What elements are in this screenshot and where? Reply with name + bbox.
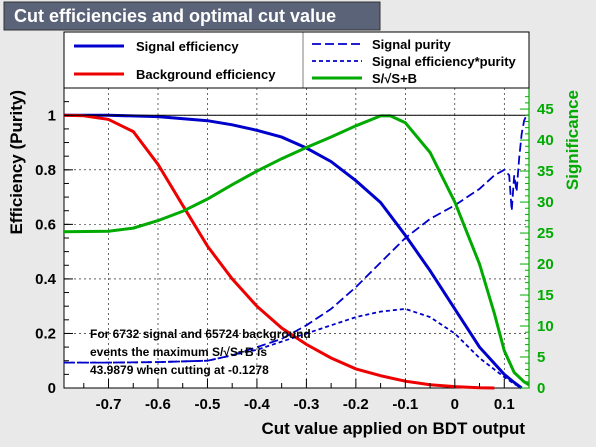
y-tick-label: 0.4 (35, 271, 57, 288)
x-tick-label: -0.5 (195, 396, 221, 413)
legend-label: Signal purity (372, 37, 452, 52)
series-line-signal-efficiency-purity (64, 307, 523, 389)
legend-label: Signal efficiency*purity (372, 54, 517, 69)
series-line-s-s-b (63, 114, 530, 387)
y-right-tick-label: 25 (537, 225, 554, 242)
y-right-tick-label: 0 (537, 380, 545, 397)
x-tick-label: -0.6 (145, 396, 171, 413)
annotation: For 6732 signal and 65724 background eve… (90, 327, 311, 377)
y-right-tick-label: 20 (537, 256, 554, 273)
x-tick-label: -0.7 (96, 396, 122, 413)
legend-label: S/√S+B (372, 71, 417, 86)
x-axis-title: Cut value applied on BDT output (262, 419, 526, 438)
x-tick-label: 0 (451, 396, 459, 413)
y-axis-title: Efficiency (Purity) (7, 90, 26, 235)
y-tick-label: 1 (48, 107, 56, 124)
legend-label: Signal efficiency (136, 39, 239, 54)
y-right-tick-label: 35 (537, 163, 554, 180)
y-right-axis-title: Significance (563, 90, 582, 190)
y-right-tick-label: 10 (537, 318, 554, 335)
legend-label: Background efficiency (136, 67, 276, 82)
annotation-line-1: For 6732 signal and 65724 background (90, 327, 311, 341)
series-line-signal-efficiency (64, 113, 523, 390)
x-tick-label: 0.1 (494, 396, 515, 413)
y-tick-label: 0.6 (35, 216, 56, 233)
x-tick-label: -0.2 (343, 396, 369, 413)
y-tick-label: 0 (48, 380, 56, 397)
y-right-tick-label: 40 (537, 132, 554, 149)
axes-layer: -0.7 -0.6 -0.5 -0.4 -0.3 -0.2 -0.1 0 0.1 0 0.2 0.4 0… (35, 88, 554, 413)
annotation-line-2: events the maximum S/√S+B is (90, 345, 267, 359)
y-right-tick-label: 5 (537, 349, 545, 366)
y-tick-label: 0.8 (35, 162, 56, 179)
x-tick-label: -0.1 (392, 396, 418, 413)
annotation-line-3: 43.9879 when cutting at -0.1278 (90, 363, 269, 377)
x-tick-label: -0.4 (244, 396, 271, 413)
title-banner (3, 1, 381, 31)
legend-box (63, 31, 530, 89)
y-right-tick-label: 15 (537, 287, 554, 304)
grid (64, 88, 529, 389)
x-tick-label: -0.3 (293, 396, 319, 413)
legend: Signal efficiency Background efficiency Si… (63, 31, 530, 89)
y-right-tick-label: 45 (537, 101, 554, 118)
y-tick-label: 0.2 (35, 325, 56, 342)
y-right-tick-label: 30 (537, 194, 554, 211)
chart-title: Cut efficiencies and optimal cut value (14, 6, 336, 26)
